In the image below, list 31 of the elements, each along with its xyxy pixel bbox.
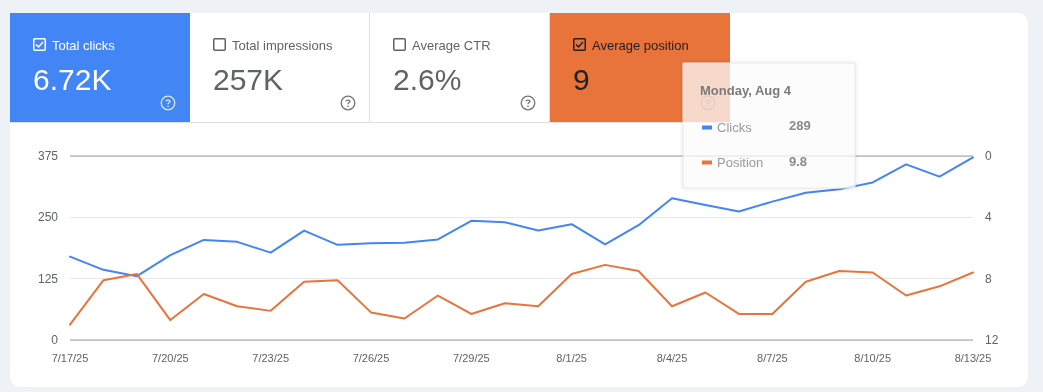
text: Total impressions (232, 38, 333, 53)
x-tick-label: 8/13/25 (954, 351, 992, 364)
legend-label: Position (717, 155, 764, 170)
text: 9 (573, 63, 590, 97)
text: Total clicks (52, 38, 115, 53)
text: Average CTR (412, 38, 491, 53)
legend-label: Clicks (717, 120, 753, 135)
x-tick-label: 8/10/25 (854, 351, 892, 364)
y2-tick-label: 4 (985, 210, 992, 225)
x-tick-label: 7/26/25 (352, 351, 390, 364)
text: 6.72K (33, 63, 112, 97)
x-tick-label: 8/7/25 (757, 351, 788, 364)
x-tick-label: 7/17/25 (51, 351, 89, 364)
x-tick-label: 7/29/25 (452, 351, 490, 364)
text: 257K (213, 63, 284, 97)
x-tick-label: 8/1/25 (556, 351, 587, 364)
x-tick-label: 8/4/25 (656, 351, 688, 364)
x-tick-label: 7/20/25 (151, 351, 189, 364)
text: 2.6% (393, 63, 462, 97)
x-tick-label: 7/23/25 (252, 351, 290, 364)
annotation: 9.8 (789, 154, 808, 169)
y2-tick-label: 8 (985, 271, 992, 286)
y2-tick-label: 0 (985, 149, 992, 163)
y-tick-label: 250 (37, 210, 59, 225)
text: 289 (789, 118, 811, 133)
y2-tick-label: 12 (985, 333, 999, 347)
y-tick-label: 125 (37, 271, 59, 286)
y-tick-label: 0 (51, 333, 59, 347)
y-tick-label: 375 (37, 149, 59, 163)
text: Monday, Aug 4 (700, 83, 792, 98)
text: Average position (592, 38, 689, 53)
